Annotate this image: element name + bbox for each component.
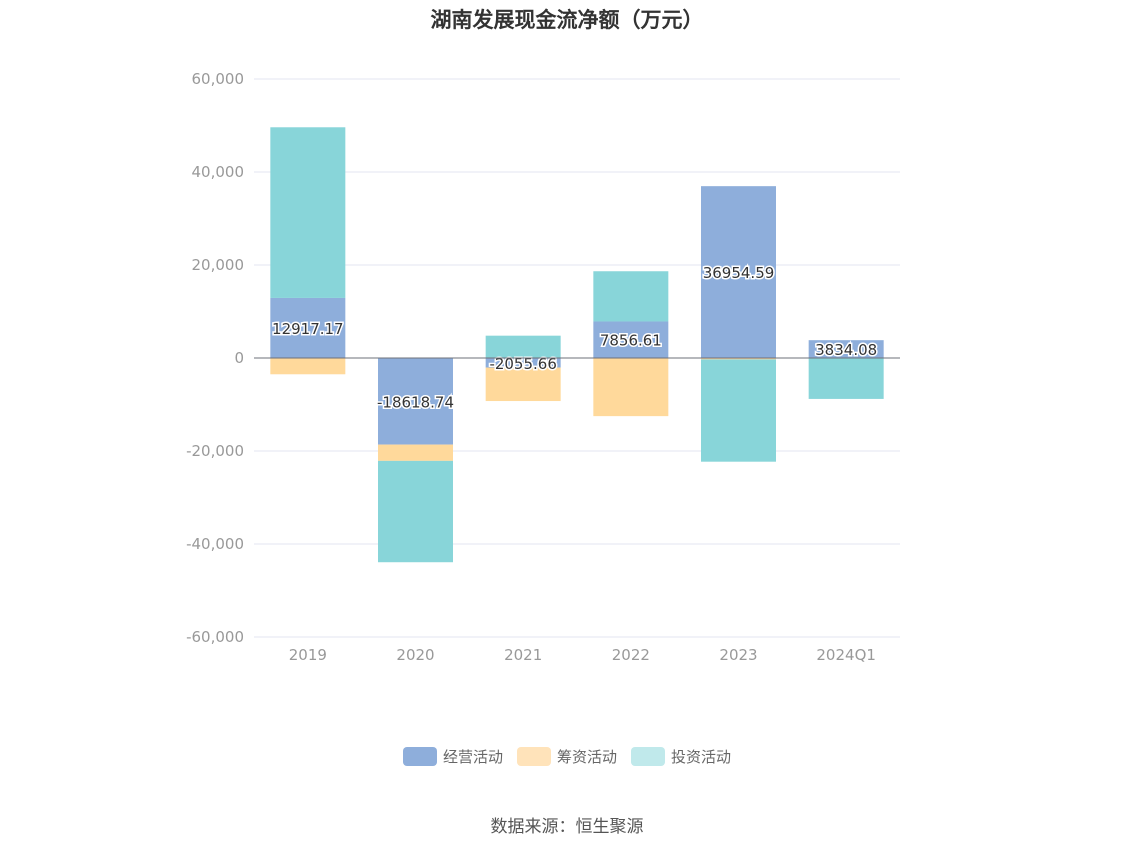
y-tick-label: 20,000 [192, 256, 245, 274]
legend-label: 筹资活动 [556, 748, 617, 766]
bar-operating [593, 321, 669, 358]
y-tick-label: 60,000 [192, 70, 245, 88]
bar-financing [593, 358, 669, 417]
x-tick-label: 2024Q1 [816, 646, 876, 664]
bar-financing [701, 358, 776, 360]
bar-investing [270, 127, 346, 298]
legend-label: 投资活动 [671, 748, 732, 766]
legend-swatch-investing [631, 747, 665, 766]
chart-title: 湖南发展现金流净额（万元） [430, 8, 704, 32]
data-label: 3834.08 [815, 341, 877, 359]
bar-financing [270, 358, 346, 375]
data-source: 数据来源：恒生聚源 [490, 817, 644, 837]
legend-swatch-operating [402, 747, 437, 766]
y-tick-label: -60,000 [186, 628, 244, 646]
x-tick-label: 2020 [396, 646, 434, 664]
legend-item-investing[interactable]: 投资活动 [631, 746, 731, 767]
legend-label: 经营活动 [442, 748, 503, 766]
bar-operating [808, 340, 884, 358]
bar-investing [808, 358, 884, 399]
legend-item-operating[interactable]: 经营活动 [402, 746, 503, 767]
x-tick-label: 2021 [504, 646, 542, 664]
bar-investing [378, 460, 453, 563]
y-tick-label: 0 [234, 349, 244, 367]
data-label: 36954.59 [703, 264, 775, 282]
bar-operating [270, 297, 346, 358]
y-tick-label: -20,000 [186, 442, 244, 460]
bar-financing [485, 367, 561, 402]
legend: 经营活动 筹资活动 投资活动 [0, 746, 1134, 767]
legend-item-financing[interactable]: 筹资活动 [516, 746, 617, 767]
bar-investing [485, 335, 561, 358]
bar-financing [378, 444, 453, 461]
bar-operating [378, 358, 453, 445]
data-label: 7856.61 [600, 332, 662, 350]
x-tick-label: 2019 [289, 646, 327, 664]
bar-operating [701, 186, 776, 358]
data-label: 12917.17 [272, 320, 344, 338]
bar-investing [701, 359, 776, 462]
x-tick-label: 2022 [612, 646, 650, 664]
data-label: -2055.66 [489, 355, 556, 373]
legend-swatch-financing [516, 747, 551, 766]
x-tick-label: 2023 [719, 646, 757, 664]
bar-investing [593, 271, 669, 322]
y-tick-label: 40,000 [192, 163, 245, 181]
bar-operating [485, 358, 561, 368]
y-tick-label: -40,000 [186, 535, 244, 553]
data-label: -18618.74 [377, 393, 454, 411]
